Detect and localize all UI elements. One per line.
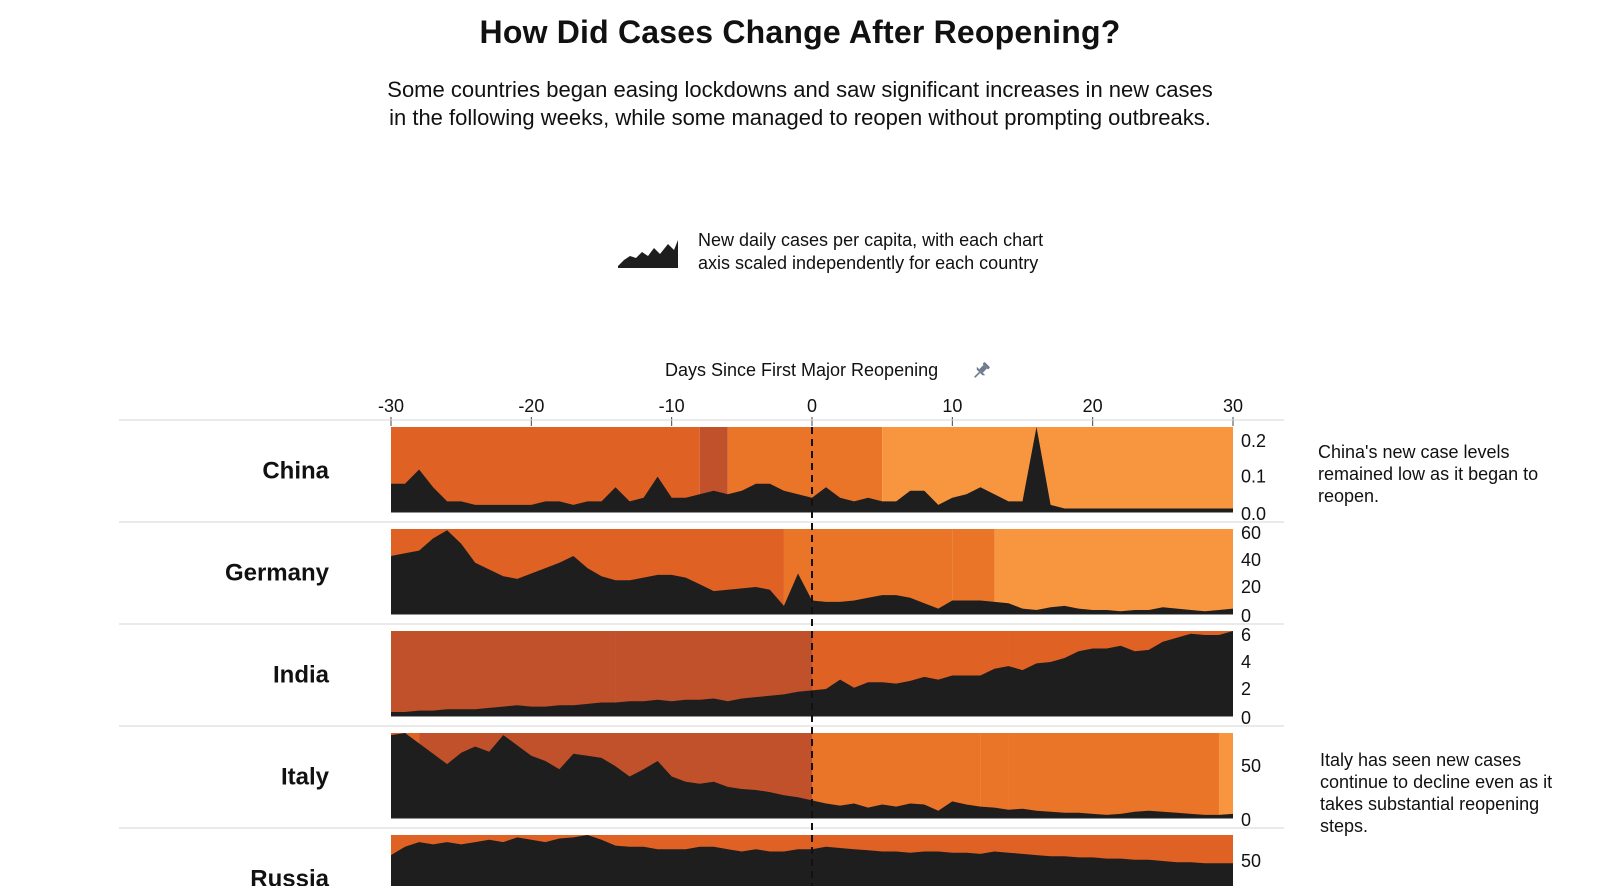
x-tick-label: 30 — [1223, 396, 1243, 416]
y-tick-label: 20 — [1241, 577, 1261, 597]
reopening-phase-band — [1008, 733, 1219, 818]
reopening-phase-band — [391, 631, 616, 716]
chart-title: How Did Cases Change After Reopening? — [479, 14, 1121, 50]
series-area-india — [391, 631, 1233, 716]
reopening-phase-band — [1218, 733, 1233, 818]
x-tick-label: 20 — [1083, 396, 1103, 416]
y-tick-label: 0 — [1241, 708, 1251, 728]
reopening-phase-band — [980, 733, 1009, 818]
country-label: Italy — [281, 764, 330, 791]
x-tick-label: -30 — [378, 396, 404, 416]
series-area-italy — [391, 733, 1233, 818]
y-tick-label: 0 — [1241, 810, 1251, 830]
reopening-phase-band — [952, 529, 995, 614]
y-tick-label: 0 — [1241, 606, 1251, 626]
chart-subtitle: Some countries began easing lockdowns an… — [387, 77, 1213, 130]
area-chart-icon — [618, 240, 678, 268]
x-tick-label: -20 — [518, 396, 544, 416]
legend-text: New daily cases per capita, with each ch… — [698, 230, 1044, 273]
annotation-italy: Italy has seen new cases continue to dec… — [1320, 750, 1553, 836]
pin-icon[interactable] — [970, 360, 992, 382]
country-label: India — [273, 662, 330, 689]
y-tick-label: 50 — [1241, 851, 1261, 871]
country-label: Russia — [250, 866, 329, 886]
reopening-phase-band — [882, 427, 1233, 512]
x-tick-label: -10 — [659, 396, 685, 416]
y-tick-label: 50 — [1241, 756, 1261, 776]
y-tick-label: 60 — [1241, 523, 1261, 543]
y-tick-label: 2 — [1241, 679, 1251, 699]
y-tick-label: 0.2 — [1241, 431, 1266, 451]
x-axis-title: Days Since First Major Reopening — [665, 360, 939, 380]
y-tick-label: 40 — [1241, 550, 1261, 570]
annotation-china: China's new case levels remained low as … — [1318, 442, 1539, 506]
y-tick-label: 6 — [1241, 625, 1251, 645]
country-label: Germany — [225, 560, 330, 587]
y-tick-label: 0.1 — [1241, 467, 1266, 487]
x-tick-label: 10 — [942, 396, 962, 416]
y-tick-label: 0.0 — [1241, 504, 1266, 524]
x-tick-label: 0 — [807, 396, 817, 416]
country-label: China — [262, 458, 329, 485]
y-tick-label: 4 — [1241, 652, 1251, 672]
series-area-germany — [391, 530, 1233, 614]
reopening-phase-band — [994, 529, 1233, 614]
